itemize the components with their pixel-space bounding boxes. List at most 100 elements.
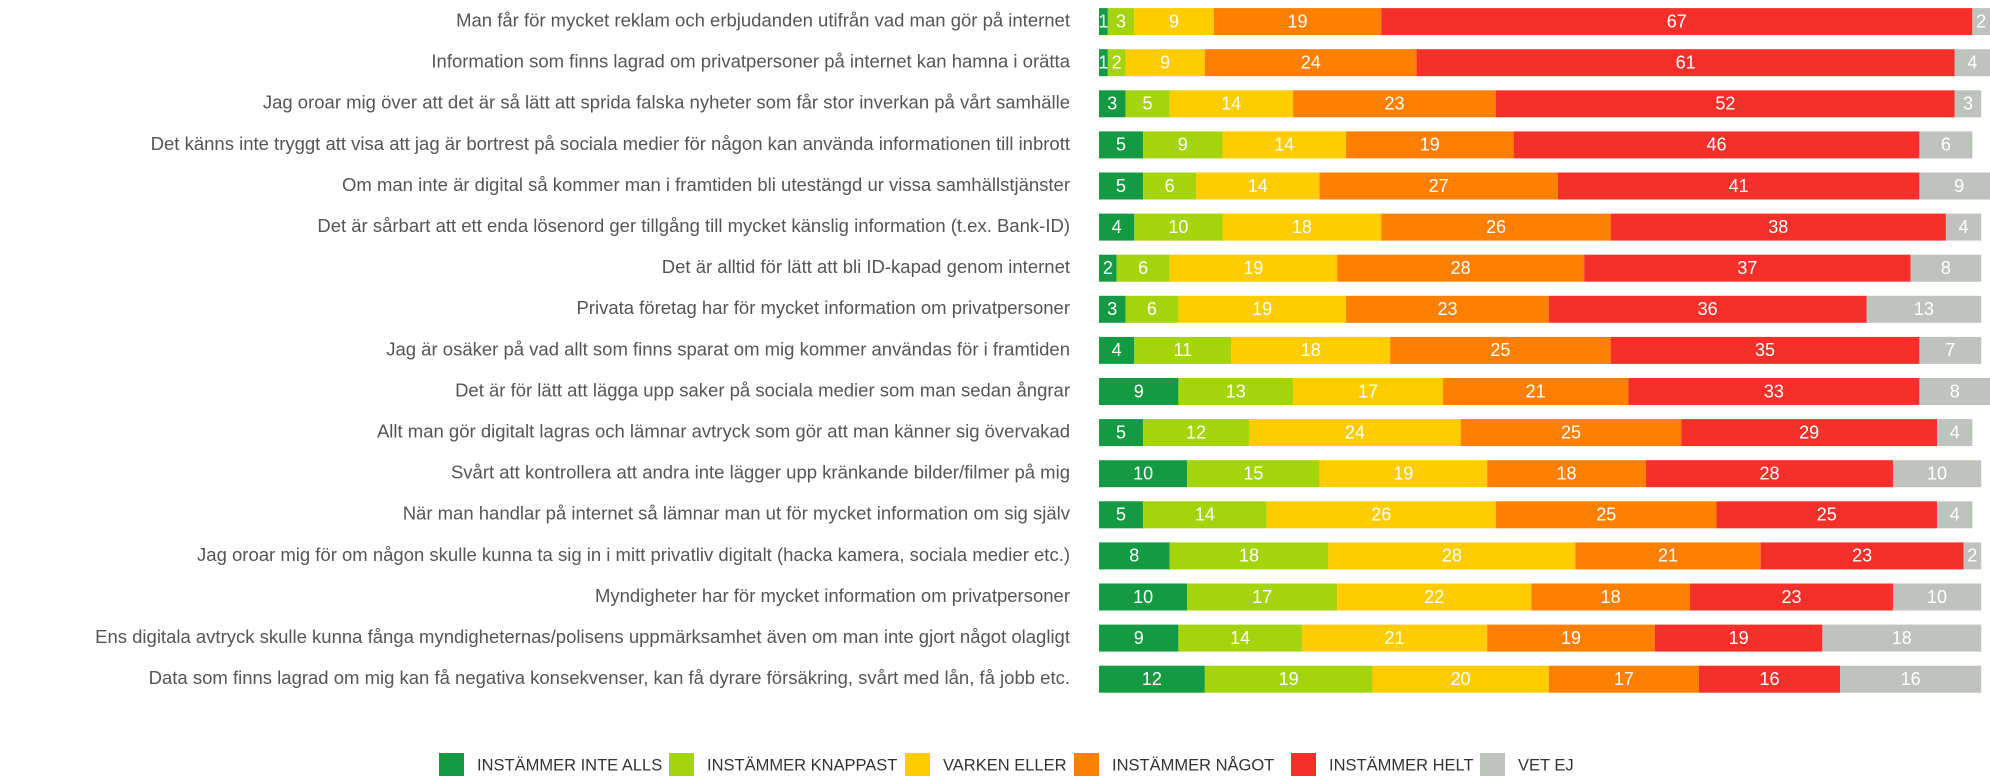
- value-label: 5: [1116, 505, 1126, 525]
- value-label: 10: [1168, 217, 1188, 237]
- value-label: 13: [1914, 299, 1934, 319]
- bar-segment: [1372, 665, 1549, 693]
- bar-segment: [1169, 254, 1338, 282]
- value-label: 14: [1195, 505, 1215, 525]
- value-label: 14: [1230, 628, 1250, 648]
- category-label: När man handlar på internet så lämnar ma…: [403, 503, 1071, 524]
- category-label: Svårt att kontrollera att andra inte läg…: [451, 462, 1070, 483]
- bar-segment: [1548, 295, 1867, 323]
- bar-segment: [1143, 501, 1267, 529]
- value-label: 12: [1142, 669, 1162, 689]
- value-label: 4: [1950, 505, 1960, 525]
- bar-segment: [1204, 665, 1373, 693]
- legend-swatch: [1074, 753, 1099, 776]
- value-label: 25: [1596, 505, 1616, 525]
- value-label: 37: [1737, 258, 1757, 278]
- legend-swatch: [905, 753, 930, 776]
- bar-segment: [1293, 378, 1444, 405]
- bar-segment: [1107, 49, 1126, 77]
- bar-segment: [1337, 583, 1532, 611]
- value-label: 11: [1173, 340, 1192, 360]
- value-label: 5: [1143, 94, 1153, 114]
- bar-segment: [1716, 501, 1938, 529]
- bar-segment: [1125, 90, 1170, 118]
- value-label: 3: [1107, 94, 1117, 114]
- value-label: 26: [1486, 217, 1506, 237]
- value-label: 5: [1116, 135, 1126, 155]
- bar-segment: [1681, 419, 1938, 447]
- bar-segment: [1487, 460, 1646, 488]
- bar-segment: [1937, 419, 1973, 447]
- bar-segment: [1390, 336, 1611, 364]
- bar-segment: [1134, 8, 1214, 36]
- value-label: 19: [1252, 299, 1272, 319]
- bar-segment: [1099, 378, 1179, 405]
- value-label: 36: [1698, 299, 1718, 319]
- value-label: 28: [1451, 258, 1471, 278]
- value-label: 21: [1658, 546, 1678, 566]
- value-label: 20: [1451, 669, 1471, 689]
- value-label: 19: [1729, 628, 1749, 648]
- legend-swatch: [1480, 753, 1505, 776]
- value-label: 15: [1243, 463, 1263, 483]
- value-label: 5: [1116, 422, 1126, 442]
- value-label: 61: [1676, 52, 1696, 72]
- bar-segment: [1443, 378, 1629, 405]
- value-label: 28: [1759, 463, 1779, 483]
- bar-segment: [1460, 419, 1682, 447]
- value-label: 5: [1116, 176, 1126, 196]
- value-label: 19: [1561, 628, 1581, 648]
- bar-segment: [1169, 90, 1294, 118]
- category-label: Jag oroar mig för om någon skulle kunna …: [197, 544, 1070, 565]
- category-label: Privata företag har för mycket informati…: [576, 297, 1070, 318]
- bar-segment: [1381, 213, 1611, 241]
- value-label: 2: [1103, 258, 1113, 278]
- bar-segment: [1319, 172, 1558, 200]
- value-label: 3: [1116, 11, 1126, 31]
- value-label: 6: [1165, 176, 1175, 196]
- value-label: 13: [1226, 381, 1246, 401]
- category-label: Jag oroar mig över att det är så lätt at…: [263, 92, 1070, 113]
- bar-segment: [1099, 49, 1108, 77]
- value-label: 38: [1768, 217, 1788, 237]
- category-label: Allt man gör digitalt lagras och lämnar …: [377, 420, 1070, 441]
- category-label: Det känns inte tryggt att visa att jag ä…: [151, 133, 1070, 154]
- value-label: 2: [1976, 11, 1986, 31]
- value-label: 23: [1385, 94, 1405, 114]
- value-label: 14: [1221, 94, 1241, 114]
- value-label: 41: [1729, 176, 1749, 196]
- bar-segment: [1495, 90, 1955, 118]
- value-label: 18: [1601, 587, 1621, 607]
- bar-segment: [1099, 501, 1144, 529]
- bar-segment: [1099, 90, 1126, 118]
- value-label: 24: [1345, 422, 1365, 442]
- bar-segment: [1416, 49, 1955, 77]
- value-label: 10: [1133, 587, 1153, 607]
- bar-segment: [1222, 213, 1382, 241]
- value-label: 12: [1186, 422, 1206, 442]
- bar-segment: [1099, 295, 1126, 323]
- value-label: 10: [1927, 463, 1947, 483]
- legend-swatch: [669, 753, 694, 776]
- bar-segment: [1690, 583, 1893, 611]
- bar-segment: [1143, 172, 1197, 200]
- value-label: 26: [1371, 505, 1391, 525]
- category-label: Jag är osäker på vad allt som finns spar…: [386, 338, 1070, 359]
- bar-segment: [1125, 295, 1179, 323]
- category-label: Information som finns lagrad om privatpe…: [431, 51, 1070, 72]
- value-label: 4: [1967, 52, 1977, 72]
- value-label: 24: [1301, 52, 1321, 72]
- bar-segment: [1381, 8, 1973, 36]
- legend-swatch: [1291, 753, 1316, 776]
- bar-segment: [1187, 460, 1320, 488]
- value-label: 8: [1950, 381, 1960, 401]
- value-label: 52: [1715, 94, 1735, 114]
- bar-segment: [1557, 172, 1920, 200]
- bar-segment: [1610, 213, 1946, 241]
- value-label: 9: [1134, 381, 1144, 401]
- value-label: 35: [1755, 340, 1775, 360]
- value-label: 46: [1707, 135, 1727, 155]
- value-label: 18: [1239, 546, 1259, 566]
- bar-segment: [1945, 213, 1982, 241]
- bar-segment: [1099, 172, 1144, 200]
